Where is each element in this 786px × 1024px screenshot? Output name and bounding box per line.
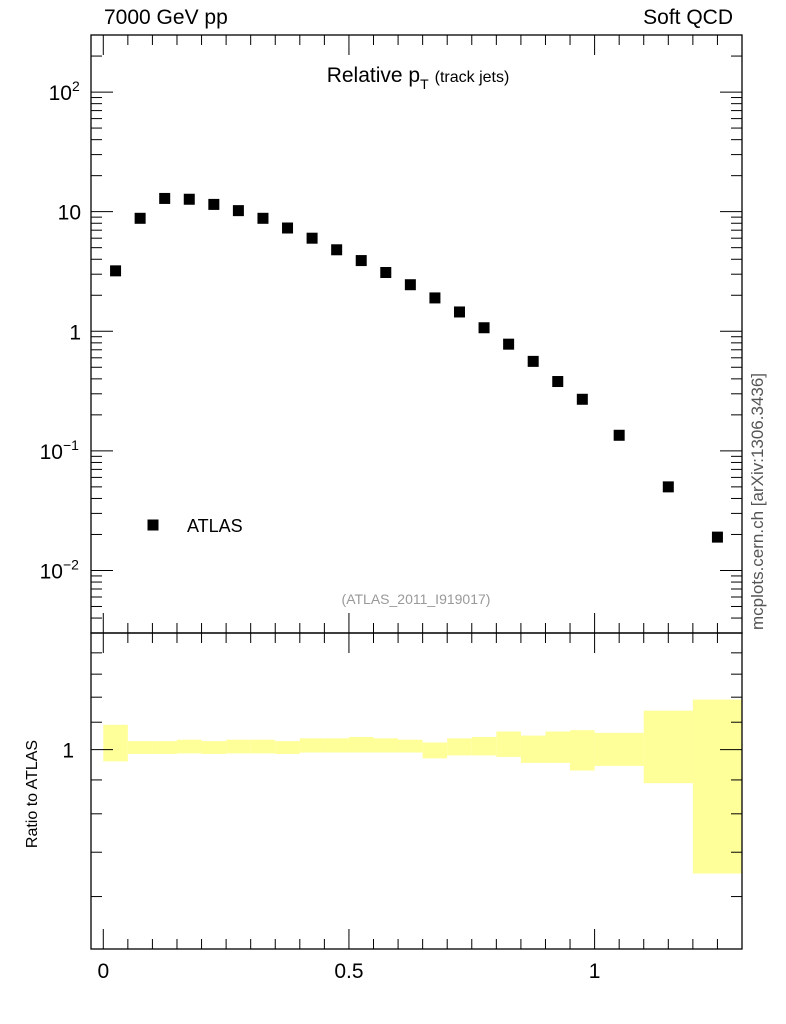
ratio-band-bin bbox=[152, 741, 177, 754]
ratio-band-bin bbox=[250, 739, 276, 754]
data-point bbox=[478, 322, 490, 334]
ratio-band-bin bbox=[275, 741, 300, 754]
main-plot-frame bbox=[90, 34, 743, 634]
data-point bbox=[527, 355, 539, 367]
data-point bbox=[134, 212, 146, 224]
y-tick-label: 10−2 bbox=[40, 556, 80, 583]
y-tick-label: 102 bbox=[49, 78, 80, 105]
data-point bbox=[503, 338, 515, 350]
data-point bbox=[662, 481, 674, 493]
ratio-band-bin bbox=[692, 699, 742, 874]
data-point bbox=[552, 376, 564, 388]
header-category-label: Soft QCD bbox=[643, 6, 733, 29]
ratio-band-bin bbox=[447, 738, 472, 756]
y-tick-label: 10−1 bbox=[40, 437, 80, 464]
ratio-band-bin bbox=[496, 731, 521, 757]
ratio-band-bin bbox=[324, 738, 349, 753]
ratio-band-bin bbox=[545, 731, 571, 763]
data-point bbox=[429, 292, 441, 304]
analysis-id-label: (ATLAS_2011_I919017) bbox=[342, 591, 491, 607]
data-point bbox=[183, 193, 195, 205]
ratio-band-bin bbox=[643, 710, 693, 784]
data-point bbox=[282, 222, 294, 234]
ratio-band-bin bbox=[127, 741, 153, 754]
ratio-band-bin bbox=[520, 735, 546, 763]
ratio-band-bin bbox=[299, 738, 325, 753]
x-tick-label: 0 bbox=[97, 960, 109, 983]
header-energy-label: 7000 GeV pp bbox=[104, 6, 228, 29]
ratio-band-bin bbox=[570, 730, 595, 771]
legend-marker bbox=[147, 519, 159, 531]
legend-label: ATLAS bbox=[187, 516, 243, 536]
ratio-band-bin bbox=[373, 738, 399, 753]
data-point bbox=[453, 306, 465, 318]
ratio-band-bin bbox=[471, 736, 497, 756]
data-point bbox=[232, 205, 244, 217]
data-point bbox=[613, 429, 625, 441]
ratio-band-bin bbox=[348, 736, 374, 753]
ratio-plot-frame bbox=[90, 632, 743, 950]
x-tick-label: 0.5 bbox=[334, 960, 363, 983]
ratio-band-bin bbox=[226, 739, 251, 754]
ratio-y-axis-label: Ratio to ATLAS bbox=[24, 740, 41, 848]
y-tick-label: 1 bbox=[69, 321, 81, 344]
ratio-plot: 1 0 0.5 1 Ratio to ATLAS bbox=[24, 632, 743, 983]
data-point bbox=[208, 198, 220, 210]
y-tick-label: 10 bbox=[58, 202, 81, 225]
ratio-band-bin bbox=[103, 724, 128, 762]
data-point bbox=[331, 244, 343, 256]
data-point bbox=[576, 393, 588, 405]
ratio-band-bin bbox=[594, 732, 644, 766]
data-point bbox=[380, 266, 392, 278]
chart-title: Relative pT (track jets) bbox=[327, 64, 510, 92]
data-point bbox=[404, 279, 416, 291]
ratio-y-tick-label: 1 bbox=[62, 740, 74, 763]
ratio-band-bin bbox=[176, 739, 202, 754]
data-point bbox=[355, 255, 367, 267]
x-tick-label: 1 bbox=[589, 960, 601, 983]
data-point bbox=[110, 265, 122, 277]
data-point bbox=[711, 531, 723, 543]
ratio-band-bin bbox=[398, 739, 423, 753]
data-point bbox=[159, 192, 171, 204]
data-point bbox=[306, 232, 318, 244]
main-plot: (ATLAS_2011_I919017) Relative pT (track je… bbox=[40, 34, 743, 634]
ratio-band-bin bbox=[422, 742, 448, 759]
data-point bbox=[257, 212, 269, 224]
ratio-band-bin bbox=[201, 741, 227, 754]
